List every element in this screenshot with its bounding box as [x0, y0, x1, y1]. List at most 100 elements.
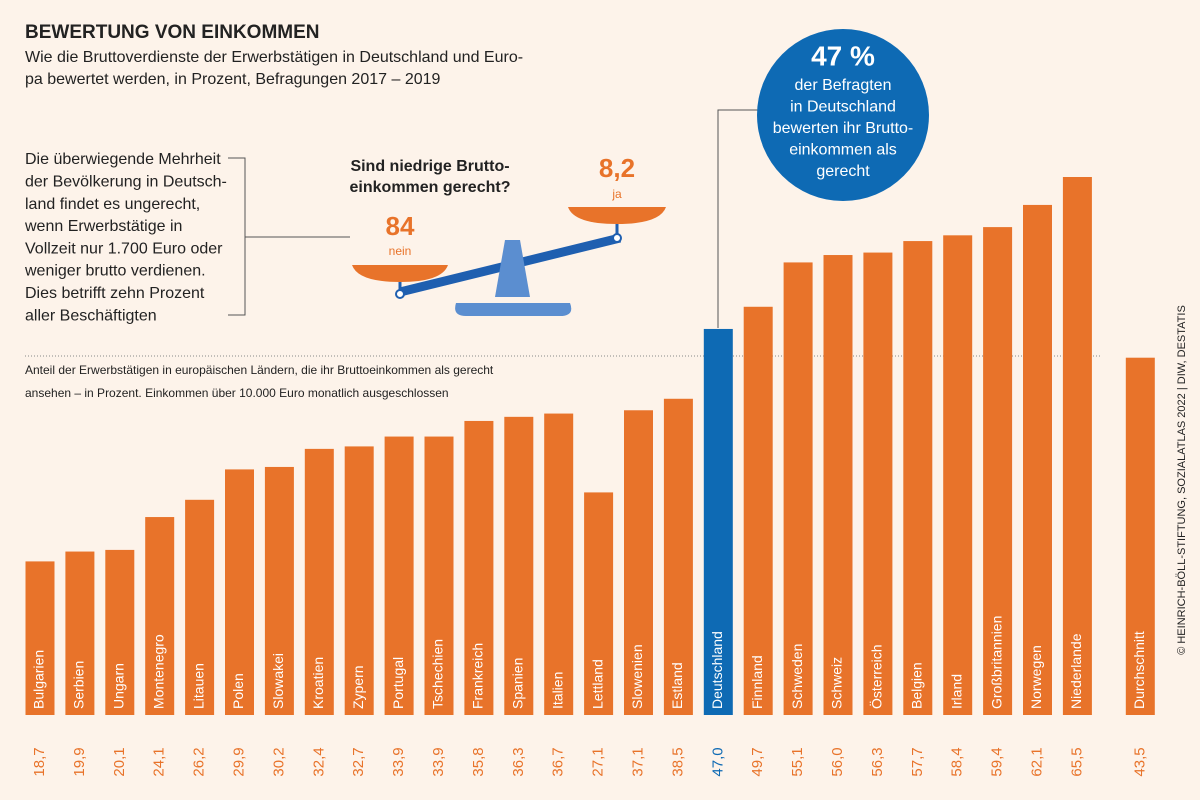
connector: [717, 109, 760, 328]
note: ansehen – in Prozent. Einkommen über 10.…: [25, 386, 449, 400]
bar: [584, 492, 614, 715]
scale-question: Sind niedrige Brutto-: [350, 158, 509, 175]
pivot: [395, 289, 405, 299]
value-label: 18,7: [31, 747, 48, 776]
category-label: Slowakei: [270, 653, 286, 709]
bar: [384, 436, 414, 715]
pan: [568, 207, 666, 224]
category-label: Belgien: [909, 662, 925, 709]
category-label: Großbritannien: [988, 616, 1004, 709]
bar: [983, 227, 1013, 715]
annotation-line: Dies betrifft zehn Prozent: [25, 285, 205, 302]
subtitle: pa bewertet werden, in Prozent, Befragun…: [25, 71, 441, 88]
category-label: Serbien: [71, 661, 87, 709]
base: [455, 303, 572, 316]
bracket: [228, 157, 350, 316]
value-label: 32,4: [310, 747, 327, 776]
note: Anteil der Erwerbstätigen in europäische…: [25, 363, 494, 377]
category-label: Slowenien: [629, 644, 645, 709]
bar: [424, 436, 454, 715]
annotation-line: der Bevölkerung in Deutsch-: [25, 174, 227, 191]
bar: [783, 262, 813, 715]
bar: [903, 241, 933, 715]
category-label: Tschechien: [430, 639, 446, 709]
value-label: 57,7: [909, 747, 926, 776]
bar: [863, 252, 893, 715]
bar: [703, 328, 733, 715]
value-label: 33,9: [390, 747, 407, 776]
pivot: [612, 233, 622, 243]
bar: [25, 561, 55, 715]
value-label: 43,5: [1131, 747, 1148, 776]
bar: [624, 410, 653, 715]
category-label: Schweden: [789, 644, 805, 709]
annotation-line: wenn Erwerbstätige in: [24, 218, 182, 235]
bubble-line: bewerten ihr Brutto-: [773, 120, 914, 137]
value-label: 35,8: [470, 747, 487, 776]
bar: [1023, 204, 1052, 716]
bar: [65, 551, 95, 715]
annotation-line: Die überwiegende Mehrheit: [25, 151, 221, 168]
bar: [743, 306, 773, 715]
value-label: 20,1: [111, 747, 128, 776]
bar: [1062, 177, 1092, 715]
bubble-line: in Deutschland: [790, 99, 896, 116]
value-label: 19,9: [71, 747, 88, 776]
value-label: 36,7: [550, 747, 567, 776]
category-label: Portugal: [390, 657, 406, 709]
category-label: Irland: [948, 674, 964, 709]
category-label: Montenegro: [150, 634, 166, 709]
bar: [185, 499, 215, 715]
bar: [823, 255, 853, 716]
category-label: Spanien: [510, 658, 526, 709]
scale-drawing: [352, 207, 666, 316]
value-label: 32,7: [350, 747, 367, 776]
bar: [544, 413, 574, 715]
bubble: [757, 29, 929, 201]
value-label: 47,0: [709, 747, 726, 776]
category-label: Bulgarien: [31, 650, 47, 709]
category-label: Zypern: [350, 665, 366, 709]
value-label: 37,1: [629, 747, 646, 776]
bar: [943, 235, 973, 715]
value-label: 58,4: [949, 747, 966, 776]
value-label: 38,5: [669, 747, 686, 776]
pan: [352, 265, 448, 282]
category-label: Österreich: [868, 644, 885, 709]
annotation-line: aller Beschäftigten: [25, 307, 157, 324]
annotation-line: weniger brutto verdienen.: [24, 263, 206, 280]
bar: [504, 416, 534, 715]
value-label: 65,5: [1068, 747, 1085, 776]
bar: [105, 549, 135, 715]
bar: [663, 398, 693, 715]
value-label: 55,1: [789, 747, 806, 776]
value-label: 30,2: [270, 747, 287, 776]
category-label: Norwegen: [1028, 645, 1044, 709]
category-label: Lettland: [589, 659, 605, 709]
category-label: Kroatien: [310, 657, 326, 709]
bar: [464, 420, 494, 715]
category-label: Niederlande: [1068, 633, 1084, 709]
value-label: 56,3: [869, 747, 886, 776]
value-label: 36,3: [510, 747, 527, 776]
value-label: 56,0: [829, 747, 846, 776]
subtitle: Wie die Bruttoverdienste der Erwerbstäti…: [25, 49, 523, 66]
value-label: 49,7: [749, 747, 766, 776]
scale-label: ja: [611, 187, 622, 201]
bar: [225, 469, 254, 715]
value-label: 33,9: [430, 747, 447, 776]
value-label: 27,1: [590, 747, 607, 776]
stand: [495, 240, 530, 297]
bar: [1125, 357, 1155, 715]
category-label: Polen: [230, 673, 246, 709]
value-label: 29,9: [230, 747, 247, 776]
category-label: Durchschnitt: [1131, 631, 1147, 709]
category-label: Schweiz: [829, 657, 845, 709]
bubble-headline: 47 %: [811, 40, 875, 71]
value-label: 59,4: [989, 747, 1006, 776]
value-label: 26,2: [191, 747, 208, 776]
category-label: Italien: [549, 672, 565, 709]
source: © HEINRICH-BÖLL-STIFTUNG, SOZIALATLAS 20…: [1176, 305, 1188, 655]
bar: [264, 466, 294, 715]
